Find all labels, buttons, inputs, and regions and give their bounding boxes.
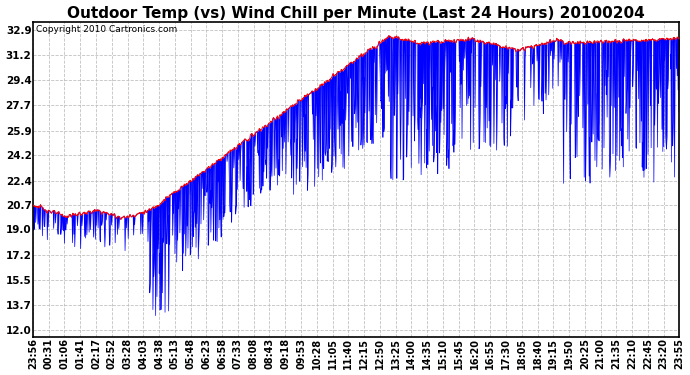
Title: Outdoor Temp (vs) Wind Chill per Minute (Last 24 Hours) 20100204: Outdoor Temp (vs) Wind Chill per Minute … bbox=[68, 6, 645, 21]
Text: Copyright 2010 Cartronics.com: Copyright 2010 Cartronics.com bbox=[36, 25, 177, 34]
